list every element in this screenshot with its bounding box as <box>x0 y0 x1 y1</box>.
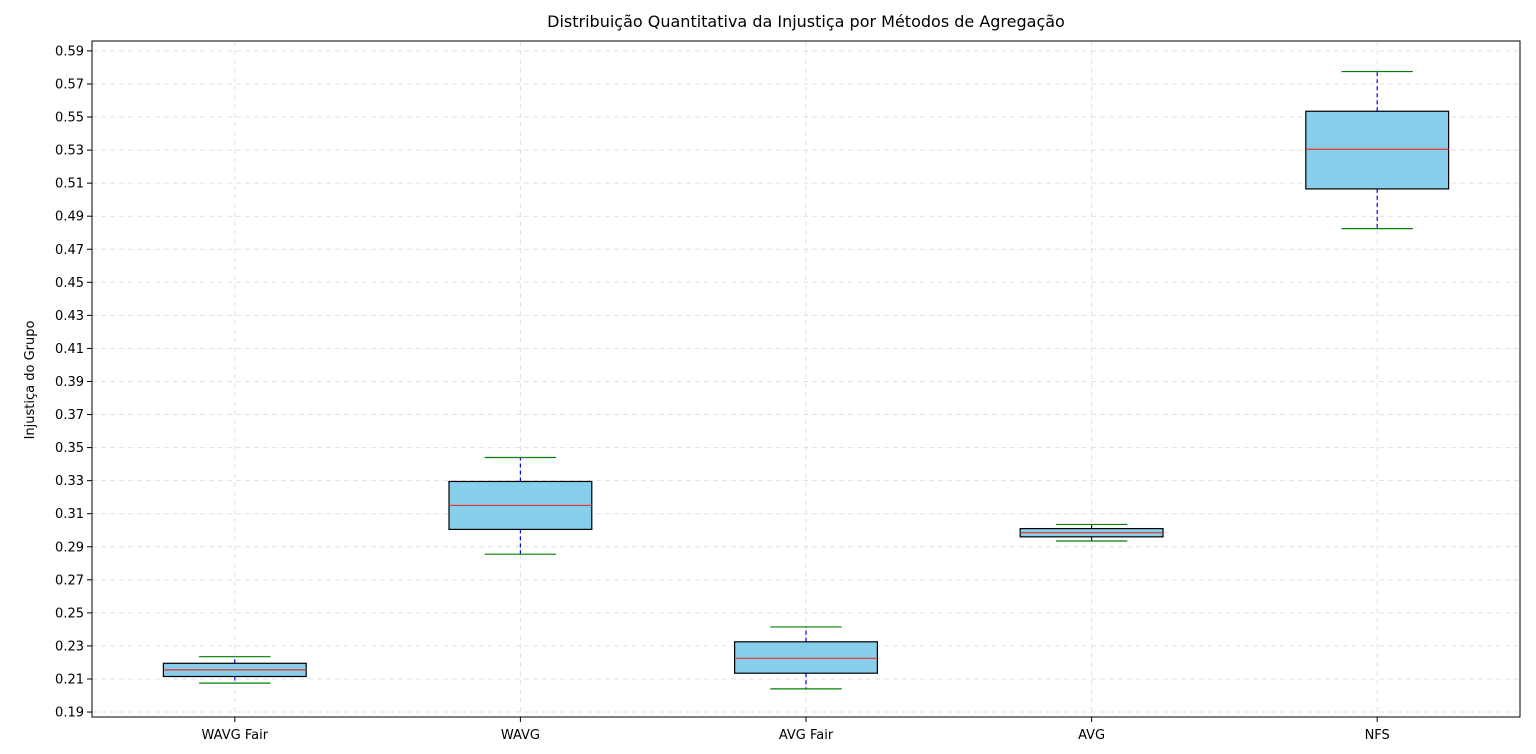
y-tick-label: 0.29 <box>55 540 84 555</box>
box-group <box>1019 523 1164 542</box>
boxes-layer <box>162 70 1450 690</box>
y-tick-label: 0.23 <box>55 639 84 654</box>
y-tick-label: 0.47 <box>55 243 84 258</box>
y-tick-label: 0.27 <box>55 573 84 588</box>
y-tick-label: 0.43 <box>55 309 84 324</box>
y-tick-label: 0.31 <box>55 507 84 522</box>
y-tick-label: 0.41 <box>55 342 84 357</box>
x-tick-label: NFS <box>1365 728 1390 743</box>
chart-title: Distribuição Quantitativa da Injustiça p… <box>547 12 1065 31</box>
y-axis-label: Injustiça do Grupo <box>23 321 38 440</box>
grid-lines <box>92 41 1520 717</box>
y-tick-label: 0.21 <box>55 672 84 687</box>
y-tick-label: 0.45 <box>55 276 84 291</box>
y-tick-label: 0.49 <box>55 210 84 225</box>
y-tick-label: 0.55 <box>55 111 84 126</box>
box <box>1305 110 1450 190</box>
box <box>733 641 878 674</box>
box-group <box>448 456 593 555</box>
y-tick-label: 0.57 <box>55 77 84 92</box>
y-tick-label: 0.25 <box>55 606 84 621</box>
box-group <box>1305 70 1450 230</box>
y-tick-label: 0.35 <box>55 441 84 456</box>
x-tick-label: AVG Fair <box>779 728 834 743</box>
y-tick-label: 0.19 <box>55 706 84 721</box>
x-tick-label: WAVG <box>501 728 540 743</box>
y-tick-label: 0.37 <box>55 408 84 423</box>
x-tick-label: WAVG Fair <box>202 728 269 743</box>
box-group <box>733 626 878 690</box>
y-tick-label: 0.59 <box>55 44 84 59</box>
y-axis: 0.19 0.21 0.23 0.25 0.27 0.29 0.31 0.33 0.35 0.37… <box>55 44 92 721</box>
y-tick-label: 0.53 <box>55 144 84 159</box>
y-tick-label: 0.33 <box>55 474 84 489</box>
y-tick-label: 0.51 <box>55 177 84 192</box>
y-tick-label: 0.39 <box>55 375 84 390</box>
x-axis: WAVG Fair WAVG AVG Fair AVG NFS <box>202 717 1390 743</box>
box-group <box>162 656 307 684</box>
x-tick-label: AVG <box>1078 728 1105 743</box>
